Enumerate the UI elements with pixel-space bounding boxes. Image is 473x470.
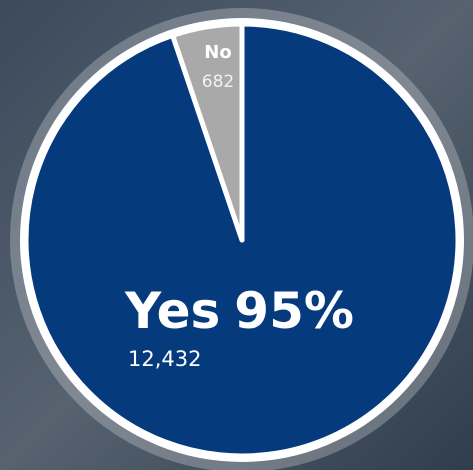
percent-label: 95% [234,282,354,340]
slices [26,24,458,456]
category-label: No [204,42,231,63]
value-label: 12,432 [128,347,201,371]
value-label: 682 [202,72,234,92]
page: {"chart_data": {"type": "pie", "categori… [0,0,473,470]
category-label: Yes [124,282,220,340]
chart: Yes95% 12,432 No 682 [0,0,473,470]
